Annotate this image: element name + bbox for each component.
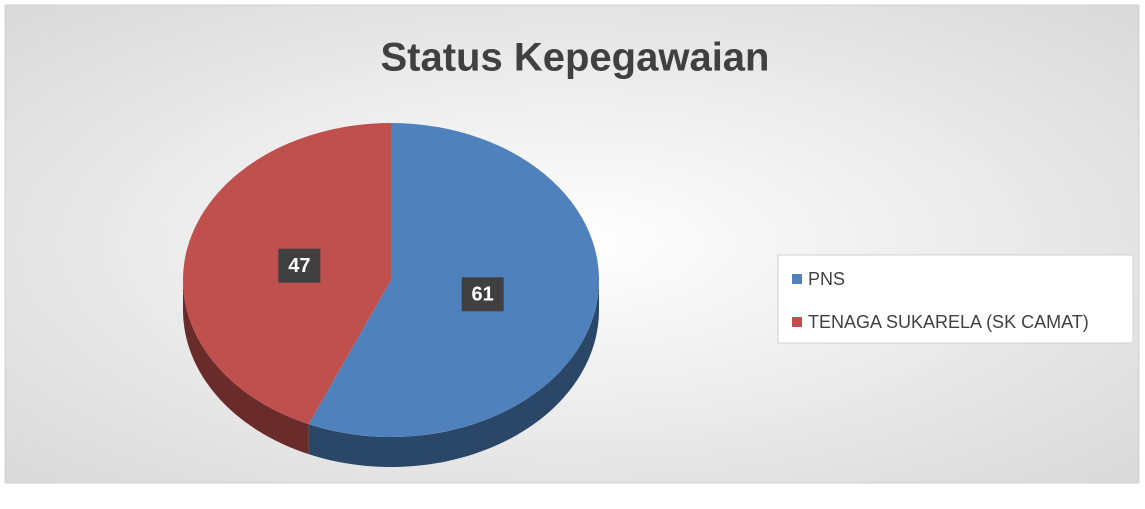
slice: [308, 123, 600, 438]
data-label: 61: [472, 284, 494, 306]
legend-marker: [792, 274, 802, 284]
data-label: 47: [288, 255, 310, 277]
data-label-box: [278, 248, 321, 283]
slice-side: [183, 280, 309, 455]
legend-marker: [792, 317, 802, 327]
chart-title: Status Kepegawaian: [380, 36, 769, 80]
legend: [777, 254, 1134, 344]
slice-side: [308, 280, 599, 468]
legend-label: TENAGA SUKARELA (SK CAMAT): [808, 312, 1089, 332]
data-label-box: [461, 277, 504, 312]
legend-label: PNS: [808, 269, 845, 289]
